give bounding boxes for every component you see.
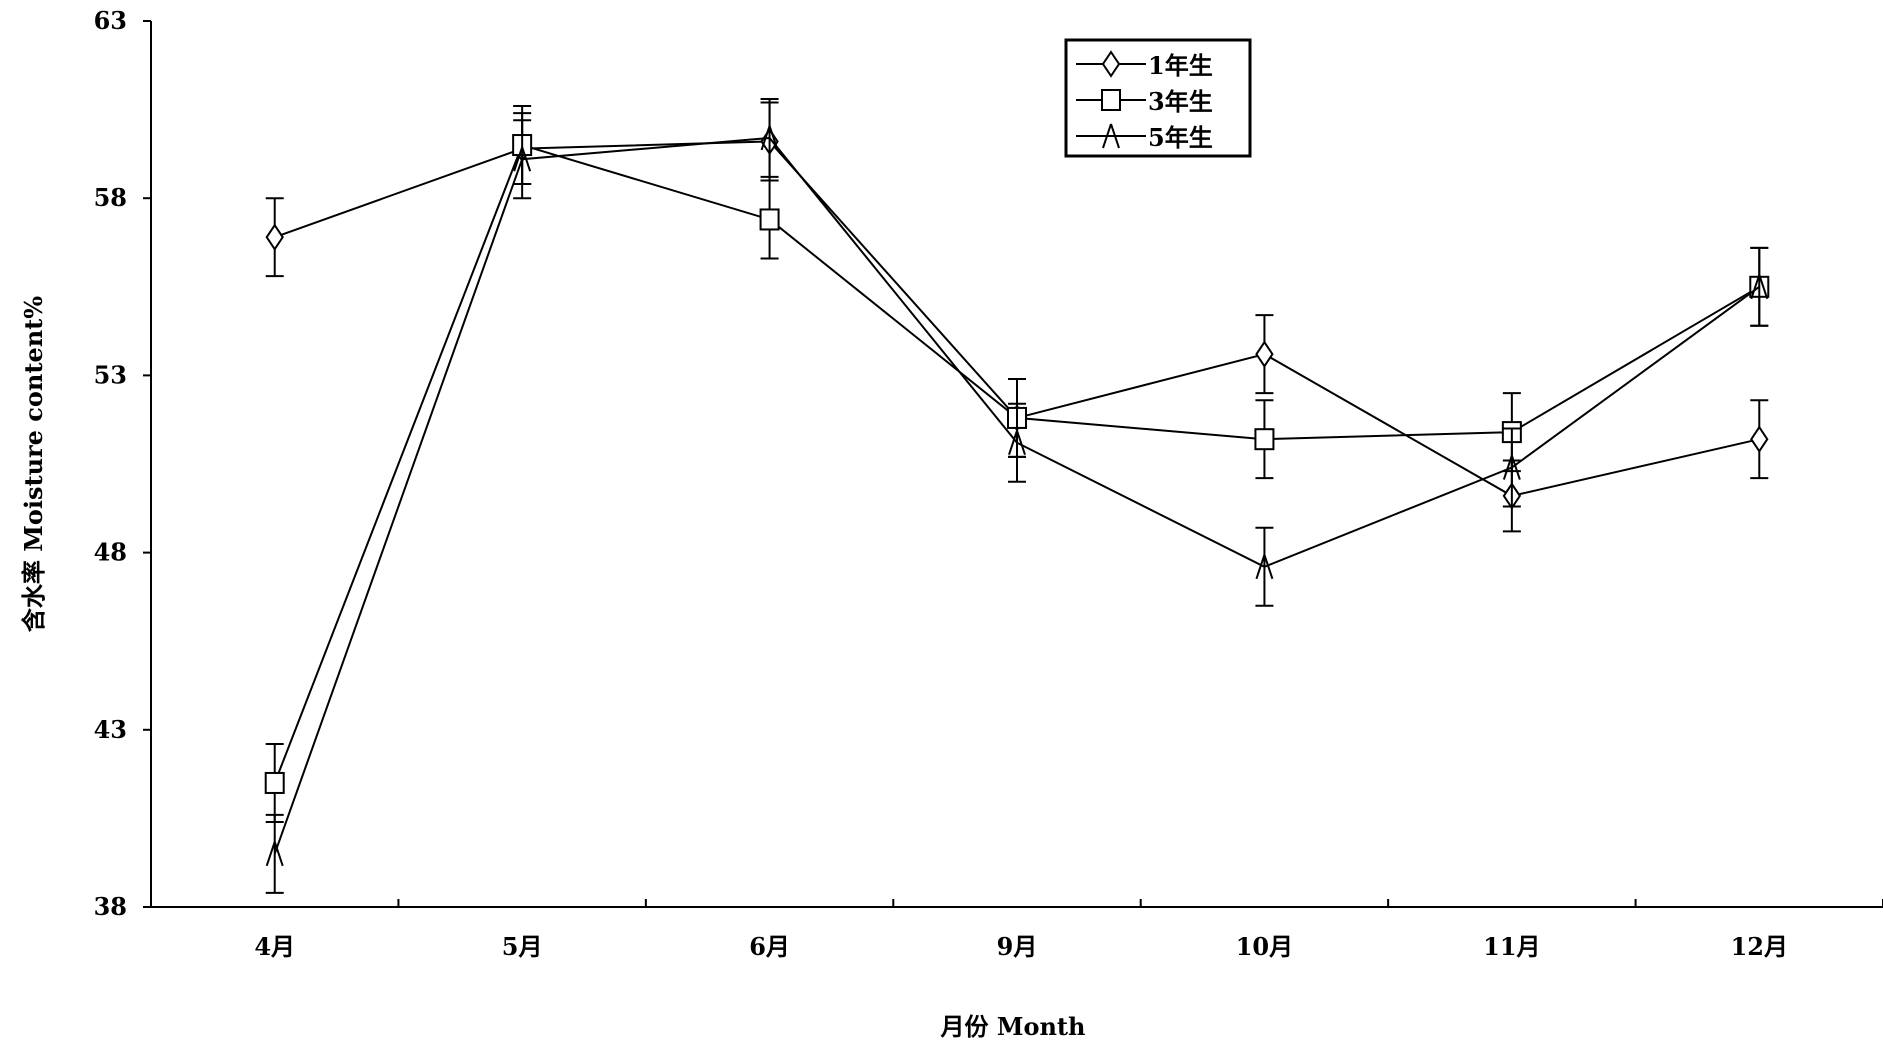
data-point [1254, 428, 1275, 451]
data-point [265, 841, 284, 867]
data-point [1750, 274, 1769, 300]
y-tick-label: 53 [94, 360, 127, 389]
x-tick-label: 11月 [1483, 932, 1540, 961]
x-tick-label: 9月 [997, 932, 1038, 961]
y-tick-label: 48 [94, 538, 127, 567]
data-point [513, 146, 532, 172]
data-point [759, 208, 780, 231]
axes: 38 43 48 53 58 63 4月 5月 6月 9月 10月 11月 12月 [94, 6, 1883, 961]
x-tick-label: 12月 [1731, 932, 1788, 961]
y-tick-label: 38 [94, 892, 127, 921]
data-point [760, 125, 779, 151]
x-tick-label: 10月 [1236, 932, 1293, 961]
data-point [1255, 340, 1274, 368]
x-axis-label: 月份 Month [940, 1012, 1086, 1041]
legend: 1年生 3年生 5年生 [1064, 38, 1252, 158]
data-point [265, 223, 284, 251]
legend-label: 3年生 [1148, 87, 1213, 116]
y-tick-label: 58 [94, 183, 127, 212]
data-point [1008, 430, 1026, 456]
legend-marker [1102, 123, 1120, 149]
data-point [264, 771, 285, 794]
y-axis-label: 含水率 Moisture content% [19, 296, 48, 632]
legend-label: 1年生 [1148, 51, 1213, 80]
legend-label: 5年生 [1148, 123, 1213, 152]
data-point [1750, 425, 1769, 453]
x-tick-label: 5月 [502, 932, 543, 961]
legend-marker [1101, 50, 1121, 78]
legend-marker [1101, 89, 1121, 111]
y-tick-label: 63 [94, 6, 127, 35]
x-tick-label: 4月 [254, 932, 295, 961]
plot-area [264, 97, 1770, 894]
data-point [1502, 455, 1521, 480]
x-tick-label: 6月 [749, 932, 790, 961]
series-3 [265, 97, 1769, 894]
series-line [273, 136, 1760, 855]
y-tick-label: 43 [94, 715, 127, 744]
data-point [1255, 554, 1274, 580]
